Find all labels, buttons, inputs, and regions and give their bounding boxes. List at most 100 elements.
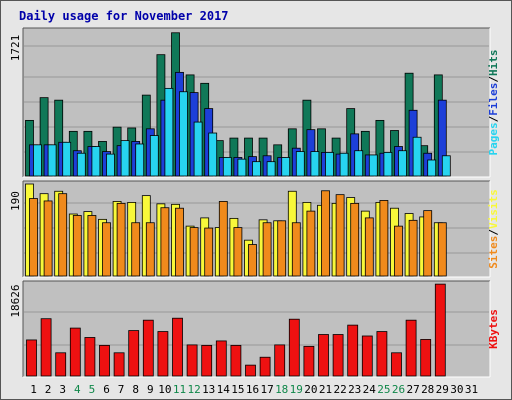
bar-kbytes-day-4 <box>69 327 81 377</box>
bar-pages-day-2 <box>47 144 57 177</box>
bar-pages-day-3 <box>62 141 72 177</box>
bar-pages-day-23 <box>354 150 364 177</box>
bar-sites-day-28 <box>423 210 433 277</box>
bar-kbytes-day-19 <box>288 318 300 377</box>
legend-entry: Hits <box>487 50 500 77</box>
bar-kbytes-day-3 <box>55 352 67 377</box>
bar-kbytes-day-28 <box>420 339 432 377</box>
bar-kbytes-day-11 <box>172 317 183 377</box>
bar-pages-day-24 <box>368 154 378 177</box>
x-tick-label: 19 <box>290 383 303 396</box>
bar-sites-day-15 <box>233 227 243 277</box>
legend-entry: KBytes <box>487 309 500 349</box>
bar-pages-day-10 <box>164 87 174 177</box>
bar-pages-day-15 <box>237 158 247 177</box>
bar-pages-day-9 <box>149 135 159 177</box>
bar-kbytes-day-26 <box>391 352 402 377</box>
chart-panels: 1721Pages/Files/Hits190Sites/Visits18626… <box>9 27 500 378</box>
bar-pages-day-25 <box>383 152 393 177</box>
legend: Pages/Files/Hits <box>487 50 500 156</box>
bar-sites-day-6 <box>102 222 111 277</box>
bar-kbytes-day-15 <box>230 344 242 377</box>
bar-kbytes-day-14 <box>215 340 227 377</box>
bar-pages-day-12 <box>193 121 203 177</box>
bar-sites-day-4 <box>72 215 82 277</box>
x-tick-label: 21 <box>319 383 332 396</box>
bar-pages-day-1 <box>33 144 42 177</box>
x-tick-label: 25 <box>377 383 390 396</box>
x-tick-label: 30 <box>450 383 463 396</box>
bar-sites-day-8 <box>131 222 141 277</box>
legend-entry: Sites <box>487 236 500 269</box>
x-tick-label: 10 <box>158 383 171 396</box>
chart-title: Daily usage for November 2017 <box>19 9 229 23</box>
x-tick-label: 11 <box>173 383 186 396</box>
x-tick-label: 20 <box>304 383 317 396</box>
bar-kbytes-day-20 <box>303 345 315 377</box>
bar-kbytes-day-18 <box>274 344 286 377</box>
y-axis-max-label: 18626 <box>9 284 22 317</box>
bar-sites-day-7 <box>116 202 126 277</box>
x-tick-label: 31 <box>465 383 478 396</box>
bar-pages-day-14 <box>222 157 232 177</box>
x-tick-label: 28 <box>421 383 434 396</box>
bar-pages-day-21 <box>325 152 334 177</box>
legend-entry: / <box>487 115 500 122</box>
bar-sites-day-3 <box>58 193 68 277</box>
x-tick-label: 24 <box>363 383 377 396</box>
bar-pages-day-13 <box>208 132 218 177</box>
bar-kbytes-day-5 <box>84 337 96 377</box>
x-tick-label: 3 <box>59 383 66 396</box>
bar-kbytes-day-2 <box>40 318 52 377</box>
x-tick-label: 6 <box>103 383 110 396</box>
x-tick-label: 9 <box>147 383 154 396</box>
bar-sites-day-5 <box>87 215 97 277</box>
bar-pages-day-19 <box>295 151 305 177</box>
y-axis-max-label: 1721 <box>9 35 22 62</box>
bar-sites-day-17 <box>262 222 272 277</box>
bar-kbytes-day-13 <box>201 344 213 377</box>
legend-entry: / <box>487 76 500 83</box>
bar-kbytes-day-21 <box>318 334 329 377</box>
bar-sites-day-14 <box>218 201 228 277</box>
kbytes-panel: 18626 KBytes <box>9 280 500 378</box>
x-tick-label: 22 <box>333 383 346 396</box>
x-tick-label: 29 <box>436 383 449 396</box>
bar-sites-day-23 <box>350 202 360 277</box>
bar-pages-day-18 <box>281 157 291 177</box>
bar-pages-day-5 <box>91 146 101 177</box>
bar-pages-day-16 <box>252 161 261 177</box>
bar-pages-day-4 <box>76 152 86 177</box>
bar-sites-day-25 <box>379 200 389 277</box>
bar-sites-day-12 <box>189 227 199 277</box>
bar-kbytes-day-25 <box>376 331 388 377</box>
bar-pages-day-11 <box>179 91 188 177</box>
x-tick-label: 13 <box>202 383 215 396</box>
bar-sites-day-11 <box>175 207 184 277</box>
x-tick-label: 15 <box>231 383 244 396</box>
bar-sites-day-20 <box>306 210 316 277</box>
bar-pages-day-8 <box>135 143 145 177</box>
bar-sites-day-27 <box>408 219 418 277</box>
x-tick-label: 1 <box>30 383 37 396</box>
bar-sites-day-22 <box>335 194 345 277</box>
bar-kbytes-day-23 <box>347 324 359 377</box>
bar-sites-day-9 <box>145 222 155 277</box>
bar-pages-day-22 <box>339 152 349 177</box>
bar-sites-day-1 <box>29 198 38 277</box>
legend: KBytes <box>487 309 500 349</box>
bar-pages-day-28 <box>427 159 437 177</box>
bar-pages-day-27 <box>412 136 422 177</box>
bar-pages-day-17 <box>266 161 276 177</box>
x-tick-label: 23 <box>348 383 361 396</box>
x-tick-label: 27 <box>406 383 419 396</box>
bar-kbytes-day-8 <box>128 330 140 377</box>
bar-kbytes-day-24 <box>361 335 373 377</box>
bar-pages-day-20 <box>310 151 320 177</box>
bar-kbytes-day-27 <box>405 319 417 377</box>
bar-kbytes-day-12 <box>186 344 198 377</box>
y-axis-max-label: 190 <box>9 191 22 211</box>
bar-pages-day-29 <box>441 155 451 177</box>
bar-kbytes-day-9 <box>142 319 154 377</box>
